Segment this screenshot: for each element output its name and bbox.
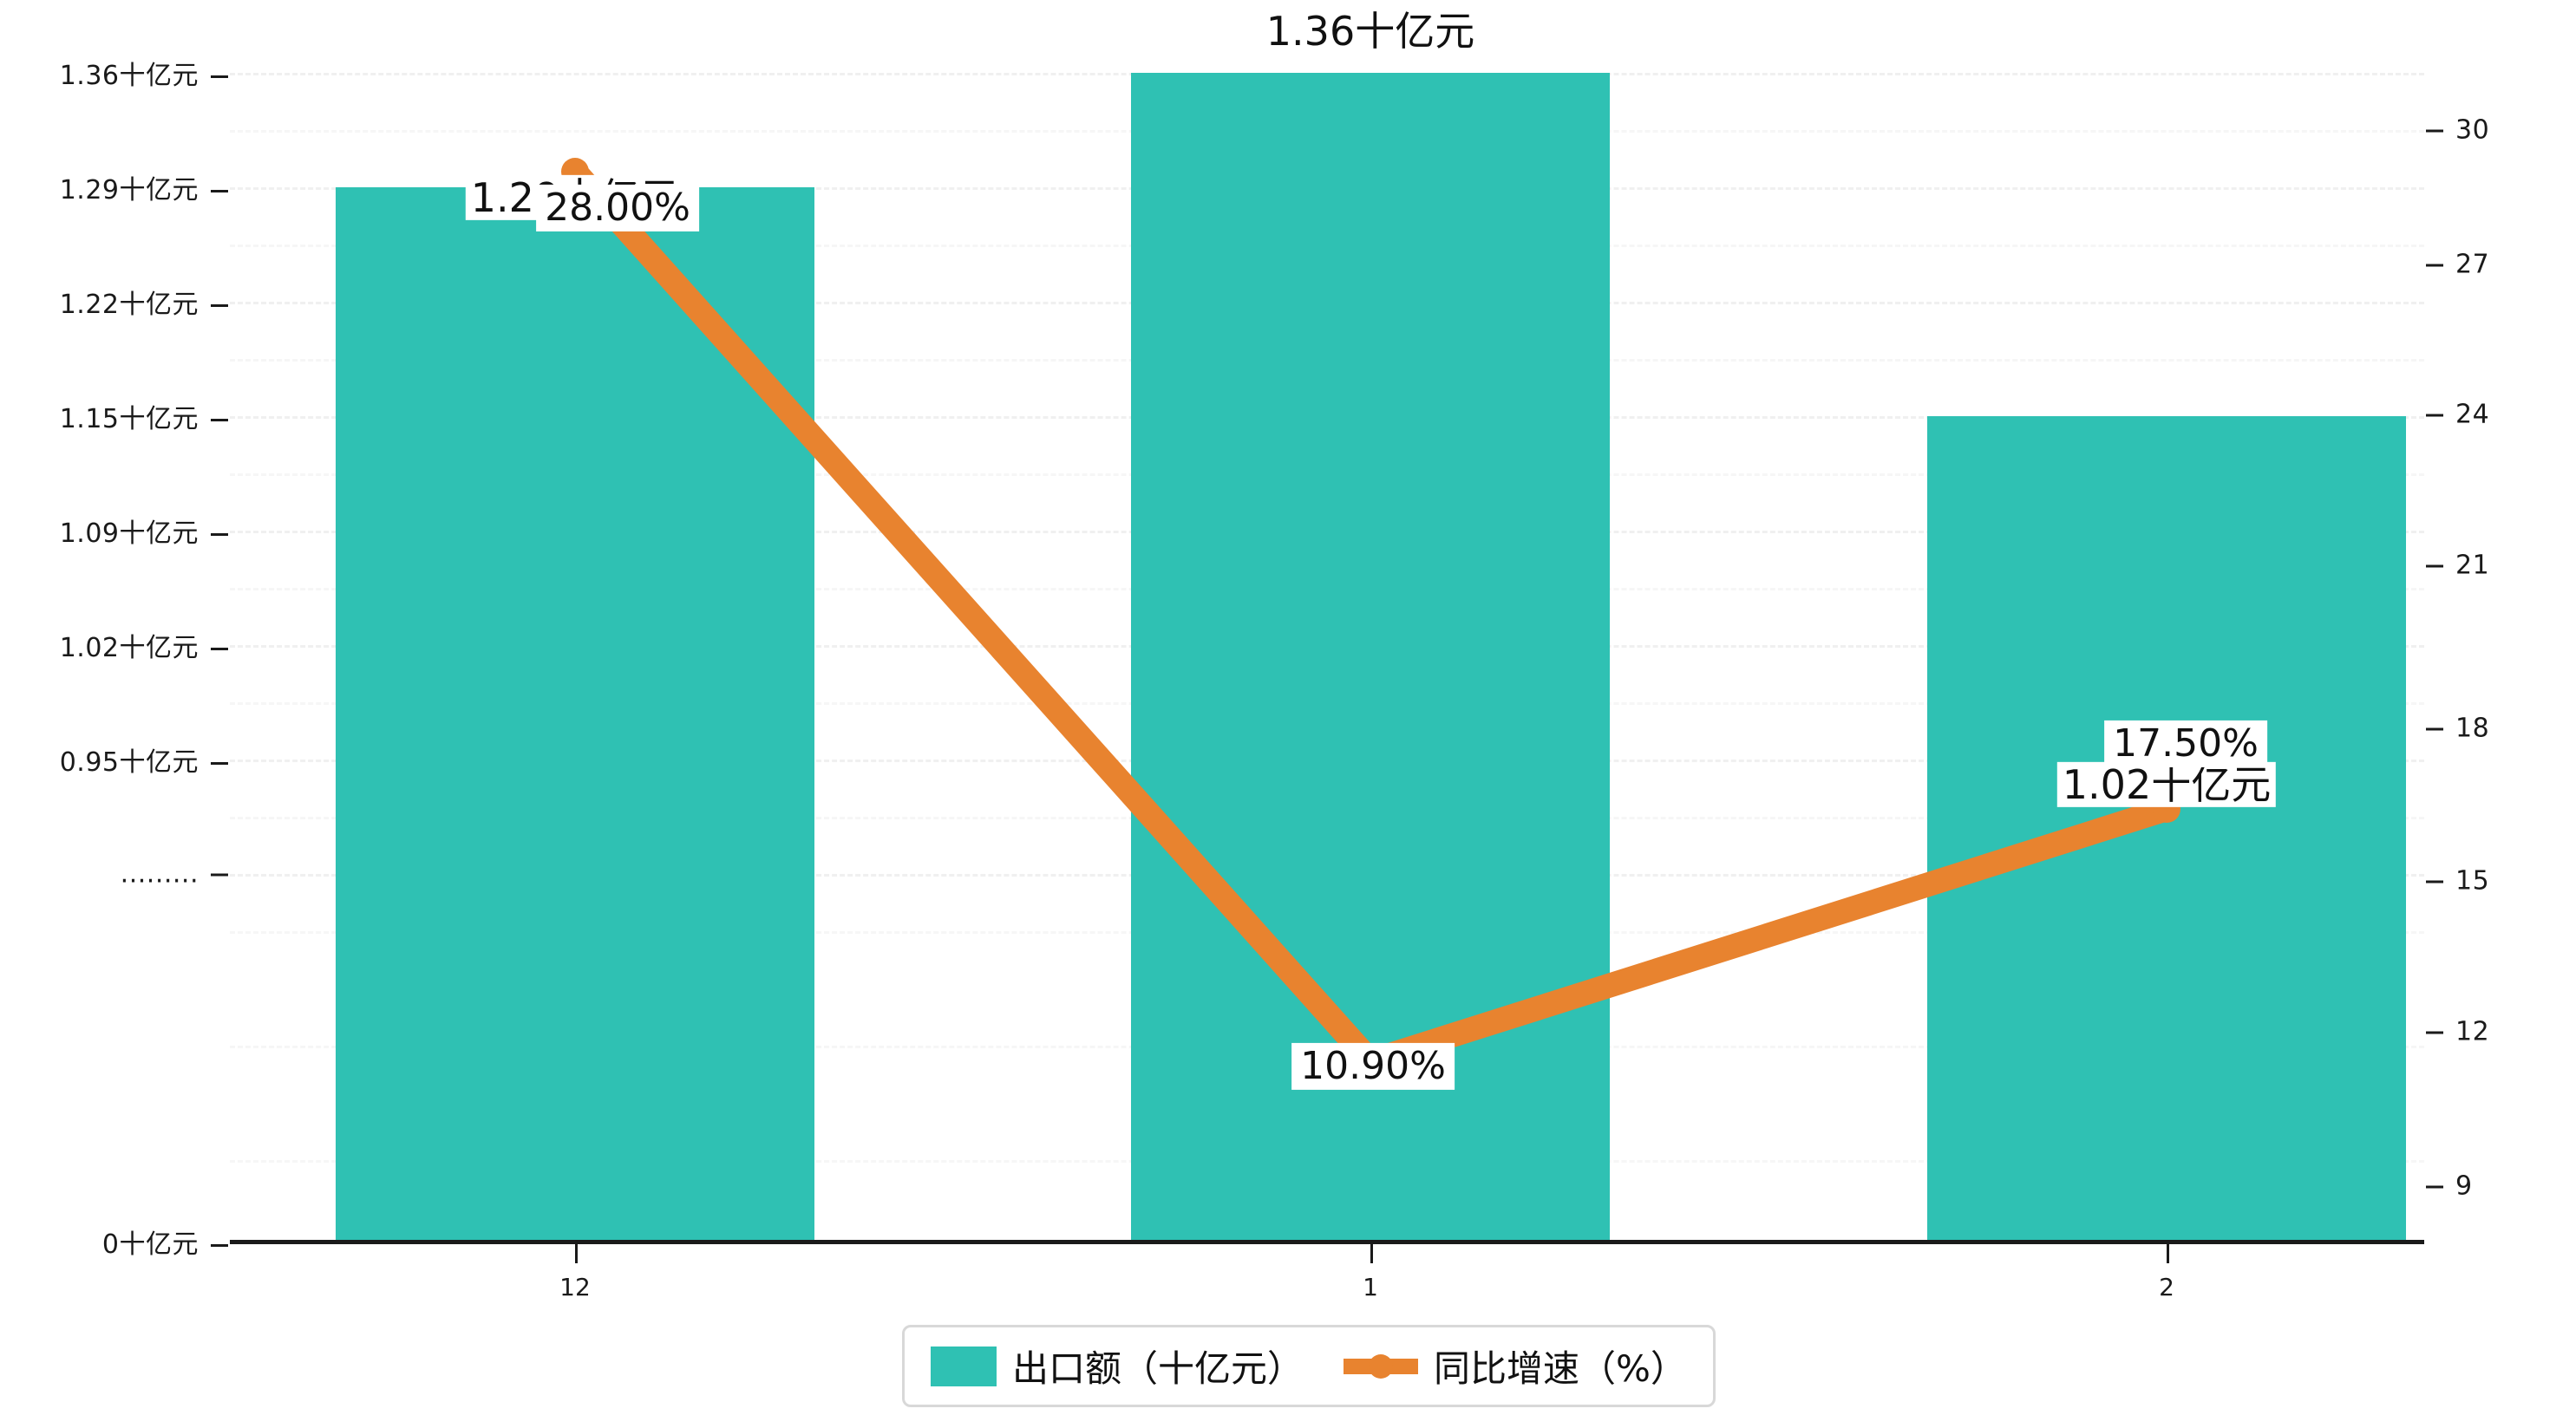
bar-2[interactable] (1927, 416, 2406, 1242)
tick-dash-icon (2426, 727, 2443, 731)
y-axis-right: 30 27 24 21 18 15 12 9 (2424, 0, 2576, 1242)
y-axis-left-label-1-36: 1.36十亿元 (59, 61, 199, 91)
bar-value-label-2: 1.02十亿元 (2056, 761, 2277, 808)
y-axis-left-tick-1-36: 1.36十亿元 (60, 54, 228, 92)
tick-dash-icon (2426, 414, 2443, 417)
tick-dash-icon (211, 648, 228, 650)
tick-dash-icon (2426, 264, 2443, 267)
y-axis-left-tick-0: 0十亿元 (102, 1223, 228, 1261)
line-marker-icon (1344, 1347, 1419, 1386)
x-axis-tick-2 (2167, 1244, 2169, 1263)
x-axis-tick-1 (1370, 1244, 1373, 1263)
marker-dot-icon (1369, 1353, 1394, 1379)
y-axis-left-label-1-29: 1.29十亿元 (59, 175, 199, 205)
tick-dash-icon (211, 75, 228, 78)
tick-dash-icon (211, 873, 228, 877)
tick-dash-icon (211, 762, 228, 765)
y-axis-right-tick-12: 12 (2426, 1017, 2489, 1047)
x-axis-label-12: 12 (559, 1273, 591, 1301)
y-axis-left-label-1-15: 1.15十亿元 (59, 404, 199, 434)
x-axis-tick-12 (575, 1244, 578, 1263)
y-axis-right-label-9: 9 (2455, 1170, 2473, 1202)
y-axis-left-label-0: 0十亿元 (101, 1229, 199, 1260)
y-axis-left-tick-1-09: 1.09十亿元 (60, 512, 228, 550)
y-axis-right-tick-9: 9 (2426, 1171, 2473, 1202)
x-axis-label-2: 2 (2159, 1273, 2174, 1301)
tick-dash-icon (211, 419, 228, 421)
tick-dash-icon (211, 304, 228, 307)
legend: 出口额（十亿元） 同比增速（%） (902, 1325, 1716, 1407)
y-axis-left-label-1-09: 1.09十亿元 (59, 518, 199, 549)
legend-label-yoy-growth: 同比增速（%） (1434, 1347, 1687, 1390)
tick-dash-icon (2426, 1031, 2443, 1034)
legend-item-export-value[interactable]: 出口额（十亿元） (931, 1340, 1304, 1392)
line-value-label-12: 28.00% (536, 184, 699, 232)
y-axis-left-label-1-22: 1.22十亿元 (59, 290, 199, 320)
y-axis-left-label-break: ......... (120, 858, 199, 890)
y-axis-left-tick-1-15: 1.15十亿元 (60, 397, 228, 435)
tick-dash-icon (211, 533, 228, 536)
tick-dash-icon (2426, 880, 2443, 884)
tick-dash-icon (2426, 129, 2443, 133)
y-axis-right-tick-30: 30 (2426, 115, 2489, 146)
y-axis-right-label-21: 21 (2455, 550, 2490, 581)
bar-12[interactable] (336, 187, 814, 1242)
y-axis-right-tick-18: 18 (2426, 714, 2489, 744)
y-axis-right-label-15: 15 (2455, 865, 2490, 897)
y-axis-right-tick-21: 21 (2426, 551, 2489, 581)
y-axis-left-tick-break: ......... (121, 859, 228, 890)
x-axis-label-1: 1 (1363, 1273, 1378, 1301)
tick-dash-icon (2426, 1185, 2443, 1189)
y-axis-right-label-18: 18 (2455, 713, 2490, 744)
legend-label-export-value: 出口额（十亿元） (1012, 1347, 1304, 1390)
y-axis-left-label-1-02: 1.02十亿元 (59, 633, 199, 663)
y-axis-left-tick-0-95: 0.95十亿元 (60, 740, 228, 779)
y-axis-right-label-12: 12 (2455, 1016, 2490, 1047)
legend-item-yoy-growth[interactable]: 同比增速（%） (1344, 1340, 1687, 1392)
line-value-label-2: 17.50% (2104, 720, 2267, 768)
y-axis-right-tick-24: 24 (2426, 400, 2489, 430)
y-axis-left-label-0-95: 0.95十亿元 (59, 747, 199, 778)
y-axis-right-tick-27: 27 (2426, 250, 2489, 280)
y-axis-right-label-27: 27 (2455, 249, 2490, 280)
y-axis-left-tick-1-22: 1.22十亿元 (60, 283, 228, 321)
x-axis-line (230, 1240, 2424, 1244)
line-value-label-1: 10.90% (1291, 1042, 1455, 1091)
tick-dash-icon (2426, 564, 2443, 568)
tick-dash-icon (211, 1244, 228, 1247)
y-axis-left: 1.36十亿元 1.29十亿元 1.22十亿元 1.15十亿元 1.09十亿元 … (0, 0, 230, 1260)
y-axis-left-tick-1-02: 1.02十亿元 (60, 626, 228, 664)
y-axis-right-tick-15: 15 (2426, 866, 2489, 897)
bar-value-label-1: 1.36十亿元 (1260, 8, 1481, 55)
y-axis-left-tick-1-29: 1.29十亿元 (60, 168, 228, 206)
y-axis-right-label-30: 30 (2455, 114, 2490, 146)
tick-dash-icon (211, 190, 228, 192)
y-axis-right-label-24: 24 (2455, 399, 2490, 430)
bar-swatch-icon (931, 1346, 997, 1386)
